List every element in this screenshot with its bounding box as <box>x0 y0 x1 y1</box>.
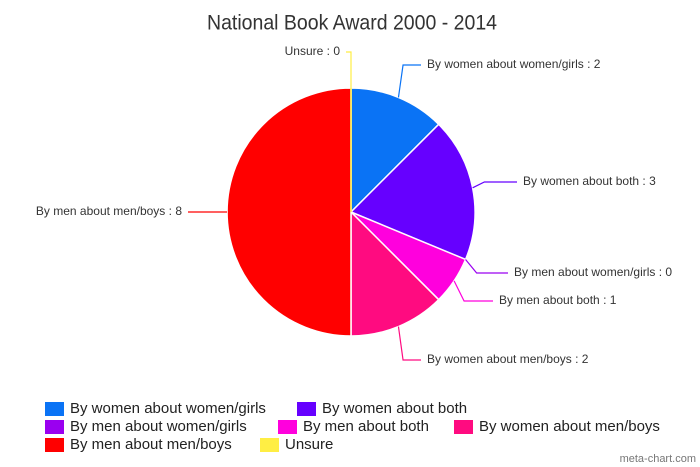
legend-label: By women about men/boys <box>479 418 660 435</box>
legend-label: By women about both <box>322 400 467 417</box>
watermark: meta-chart.com <box>620 453 696 465</box>
legend-label: Unsure <box>285 436 333 453</box>
data-label: By women about women/girls : 2 <box>427 57 601 71</box>
leader-line <box>465 259 508 274</box>
legend-label: By men about women/girls <box>70 418 247 435</box>
leader-line <box>472 181 517 189</box>
pie-slice <box>349 123 476 261</box>
chart-title: National Book Award 2000 - 2014 <box>207 12 497 35</box>
legend-swatch <box>45 438 64 452</box>
legend-label: By men about men/boys <box>70 436 232 453</box>
leader-line <box>453 280 493 302</box>
leader-line <box>397 326 421 361</box>
legend-swatch <box>297 402 316 416</box>
legend-swatch <box>260 438 279 452</box>
legend-label: By women about women/girls <box>70 400 266 417</box>
legend-swatch <box>454 420 473 434</box>
legend-swatch <box>278 420 297 434</box>
pie-slice <box>350 210 440 337</box>
leader-line <box>346 51 352 88</box>
pie-slice <box>350 87 440 214</box>
data-label: By women about men/boys : 2 <box>427 352 589 366</box>
leader-line <box>397 64 421 98</box>
legend-label: By men about both <box>303 418 429 435</box>
data-label: By women about both : 3 <box>523 174 656 188</box>
legend-swatch <box>45 402 64 416</box>
data-label: By men about women/girls : 0 <box>514 265 672 279</box>
pie-slice <box>226 87 352 337</box>
data-label: By men about men/boys : 8 <box>36 204 182 218</box>
data-label: By men about both : 1 <box>499 293 617 307</box>
data-label: Unsure : 0 <box>285 44 341 58</box>
legend-swatch <box>45 420 64 434</box>
